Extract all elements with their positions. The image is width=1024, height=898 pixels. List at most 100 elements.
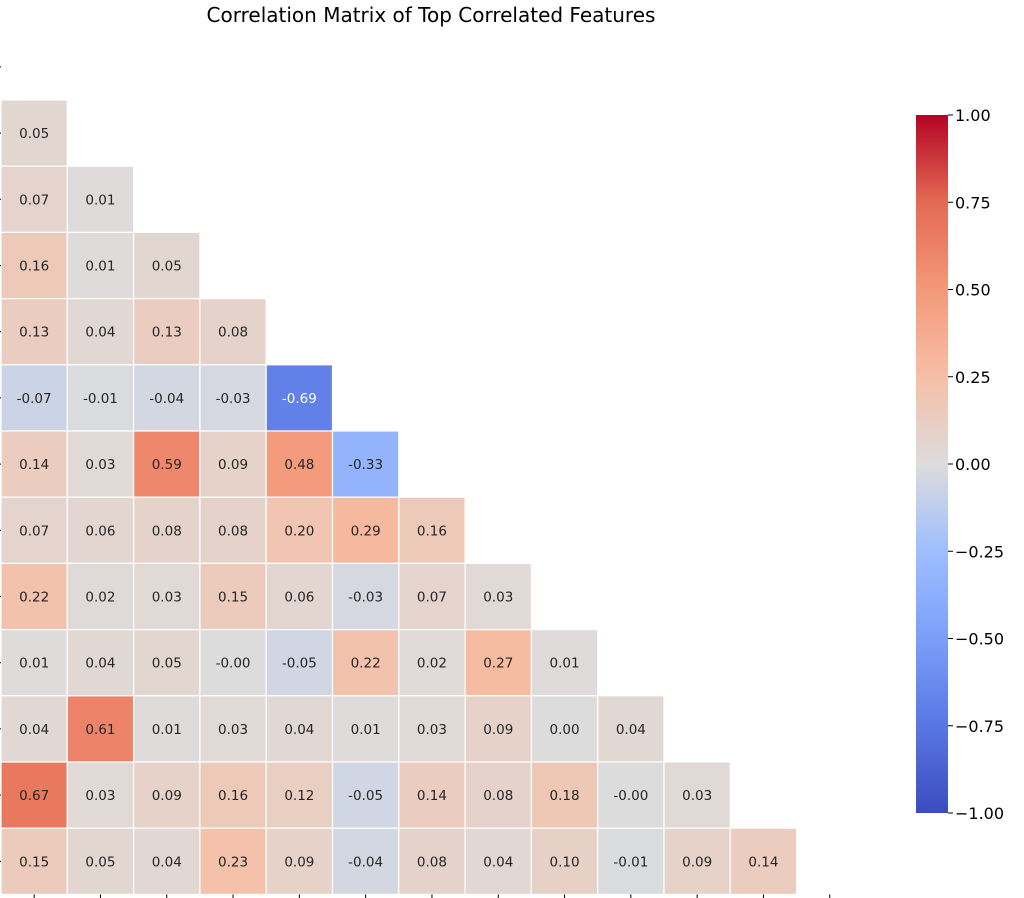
cell-value-label: 0.08 (152, 523, 182, 539)
heatmap-cell (66, 496, 135, 565)
cell-value-label: 0.05 (152, 656, 182, 672)
cell-value-label: 0.03 (85, 788, 115, 804)
heatmap-cell (0, 165, 68, 233)
heatmap-cell (66, 165, 135, 233)
cell-value-label: 0.13 (19, 325, 49, 341)
cell-value-label: 0.03 (152, 590, 182, 606)
colorbar-ticks: 1.00 0.75 0.50 0.25 0.00 −0.25 −0.50 −0.75 −1.00 (948, 106, 1004, 823)
heatmap-cell (530, 827, 599, 896)
cell-value-label: -0.00 (216, 656, 251, 672)
heatmap-cell (663, 761, 731, 829)
cell-value-label: 0.13 (152, 325, 182, 341)
cell-value-label: 0.16 (218, 788, 248, 804)
cell-value-label: 0.03 (417, 722, 447, 738)
cell-value-label: 0.48 (284, 457, 314, 473)
heatmap-cell (464, 562, 533, 631)
heatmap-cell (0, 628, 68, 697)
colorbar-tick-label: 0.25 (955, 368, 991, 387)
cell-value-label: -0.01 (83, 391, 118, 407)
heatmap-cell (530, 628, 599, 697)
colorbar-tick-label: −0.25 (955, 542, 1004, 561)
cell-value-label: 0.12 (284, 788, 314, 804)
cell-value-label: 0.04 (19, 722, 49, 738)
cell-value-label: -0.05 (282, 656, 317, 672)
heatmap-cell (133, 231, 201, 300)
heatmap-cell (597, 827, 665, 896)
cell-value-label: 0.15 (218, 590, 248, 606)
cell-value-label: 0.09 (152, 788, 182, 804)
heatmap-cell (0, 827, 68, 896)
cell-value-label: 0.04 (85, 656, 115, 672)
cell-value-label: 0.01 (85, 192, 115, 208)
heatmap-cell (331, 628, 400, 697)
cell-value-label: 0.05 (85, 854, 115, 870)
cell-value-label: 0.06 (284, 590, 314, 606)
cell-value-label: 0.01 (351, 722, 381, 738)
cell-value-label: 0.05 (152, 259, 182, 275)
colorbar-tick-label: −1.00 (955, 804, 1004, 823)
cell-value-label: 0.22 (19, 590, 49, 606)
cell-value-label: 0.01 (19, 656, 49, 672)
cell-value-label: -0.07 (17, 391, 52, 407)
colorbar-tick-label: 0.00 (955, 455, 991, 474)
heatmap-cell (265, 695, 334, 763)
colorbar-tick-label: −0.50 (955, 630, 1004, 649)
heatmap-cell (133, 628, 201, 697)
cell-value-label: 0.06 (85, 523, 115, 539)
cell-value-label: -0.33 (348, 457, 383, 473)
heatmap-cell (265, 430, 334, 498)
heatmap-cell (66, 364, 135, 432)
heatmap-cell (199, 695, 267, 763)
heatmap-cell (530, 761, 599, 829)
heatmap-cell (331, 695, 400, 763)
cell-value-label: 0.10 (550, 854, 580, 870)
cell-value-label: 0.23 (218, 854, 248, 870)
cell-value-label: 0.14 (19, 457, 49, 473)
cell-value-label: 0.04 (483, 854, 513, 870)
heatmap-cell (199, 761, 267, 829)
heatmap-cell (199, 298, 267, 366)
cell-value-label: 0.27 (483, 656, 513, 672)
heatmap-cell (729, 827, 798, 896)
heatmap-cell (0, 562, 68, 631)
heatmap-cell (464, 695, 533, 763)
cell-value-label: 0.01 (550, 656, 580, 672)
heatmap-cell (331, 430, 400, 498)
cell-value-label: 0.05 (19, 126, 49, 142)
heatmap-cell (530, 695, 599, 763)
heatmap-cell (199, 628, 267, 697)
cell-value-label: 0.03 (218, 722, 248, 738)
heatmap-cell (133, 430, 201, 498)
cell-value-label: 0.20 (284, 523, 314, 539)
cell-value-label: 0.04 (85, 325, 115, 341)
heatmap-cell (331, 827, 400, 896)
heatmap-cell (331, 496, 400, 565)
cell-value-label: 0.14 (417, 788, 447, 804)
colorbar-tick-label: 1.00 (955, 106, 991, 125)
cell-value-label: 0.08 (417, 854, 447, 870)
cell-value-label: 0.08 (218, 523, 248, 539)
cell-value-label: 0.00 (550, 722, 580, 738)
colorbar: 1.00 0.75 0.50 0.25 0.00 −0.25 −0.50 −0.75 −1.00 (916, 106, 1004, 823)
cell-value-label: 0.22 (351, 656, 381, 672)
colorbar-gradient (916, 115, 948, 813)
heatmap-cells: 0.05 0.07 0.01 0.16 0.01 0.05 0.13 0.04 0.13 0.08… (0, 99, 798, 896)
cell-value-label: -0.00 (613, 788, 648, 804)
chart-title: Correlation Matrix of Top Correlated Fea… (207, 3, 656, 27)
cell-value-label: 0.04 (152, 854, 182, 870)
cell-value-label: 0.07 (19, 523, 49, 539)
cell-value-label: 0.09 (284, 854, 314, 870)
heatmap-cell (597, 695, 665, 763)
cell-value-label: 0.08 (483, 788, 513, 804)
cell-value-label: 0.04 (616, 722, 646, 738)
cell-value-label: 0.09 (218, 457, 248, 473)
cell-value-label: -0.04 (348, 854, 383, 870)
cell-value-label: 0.18 (550, 788, 580, 804)
cell-value-label: -0.69 (282, 391, 317, 407)
cell-value-label: 0.16 (19, 259, 49, 275)
cell-value-label: 0.02 (85, 590, 115, 606)
heatmap-cell (0, 695, 68, 763)
cell-value-label: 0.02 (417, 656, 447, 672)
cell-value-label: 0.15 (19, 854, 49, 870)
heatmap-cell (199, 496, 267, 565)
